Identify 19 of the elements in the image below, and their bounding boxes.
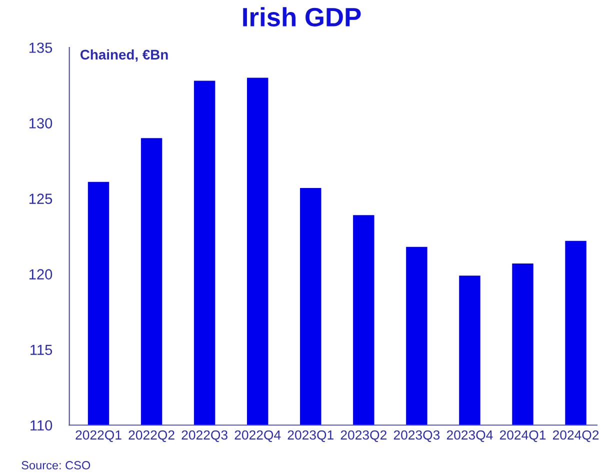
x-tick-label: 2024Q1 xyxy=(500,430,546,442)
y-tick-label: 125 xyxy=(29,194,52,204)
y-tick-label: 130 xyxy=(29,118,52,128)
y-tick-label: 110 xyxy=(30,420,52,431)
y-tick-label: 120 xyxy=(29,269,52,280)
chart-title: Irish GDP xyxy=(243,7,361,27)
x-tick-label: 2023Q3 xyxy=(394,430,440,442)
x-tick-label: 2023Q4 xyxy=(446,430,493,442)
source-note: Source: CSO xyxy=(22,461,90,470)
x-tick-label: 2022Q4 xyxy=(234,430,281,442)
x-tick-label: 2022Q3 xyxy=(182,430,228,442)
x-tick-label: 2023Q1 xyxy=(288,430,334,442)
y-axis-title: Chained, €Bn xyxy=(80,49,168,62)
x-tick-label: 2022Q1 xyxy=(76,430,122,442)
x-tick-label: 2024Q2 xyxy=(552,430,599,442)
x-tick-label: 2023Q2 xyxy=(340,430,386,442)
y-tick-label: 135 xyxy=(29,42,52,53)
y-tick-label: 115 xyxy=(30,344,52,356)
x-tick-label: 2022Q2 xyxy=(128,430,174,442)
